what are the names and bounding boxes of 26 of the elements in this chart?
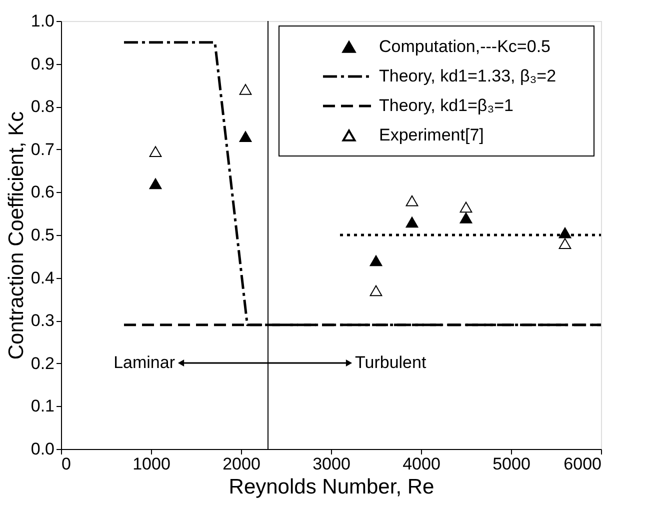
x-tick-label: 0 — [62, 454, 71, 474]
legend-label: Theory, kd1=1.33, β₃=2 — [379, 66, 556, 86]
y-tick-label: 0.1 — [30, 396, 54, 416]
x-tick-label: 2000 — [222, 454, 260, 474]
y-tick-label: 0.3 — [30, 311, 54, 330]
legend-label: Theory, kd1=β₃=1 — [379, 96, 514, 115]
y-tick-label: 0.9 — [30, 54, 54, 74]
x-tick-label: 4000 — [402, 454, 440, 474]
y-axis-title: Contraction Coefficient, Kc — [4, 111, 28, 360]
y-tick-label: 0.6 — [30, 182, 54, 202]
annotation: Turbulent — [355, 353, 426, 372]
annotation: Laminar — [114, 353, 176, 372]
y-tick-label: 0.2 — [30, 354, 54, 373]
y-tick-label: 0.8 — [30, 97, 54, 116]
x-tick-label: 5000 — [492, 454, 530, 474]
y-tick-label: 0.4 — [30, 268, 54, 288]
x-axis-title: Reynolds Number, Re — [228, 476, 434, 498]
x-tick-label: 1000 — [132, 454, 170, 474]
y-tick-label: 1.0 — [30, 12, 54, 30]
legend-label: Experiment[7] — [379, 126, 484, 144]
x-tick-label: 6000 — [564, 454, 602, 474]
y-tick-label: 0.5 — [30, 226, 54, 244]
x-tick-label: 3000 — [312, 454, 350, 474]
y-tick-label: 0.0 — [30, 440, 54, 458]
legend-label: Computation,---Kc=0.5 — [379, 37, 550, 56]
y-tick-label: 0.7 — [30, 140, 54, 159]
